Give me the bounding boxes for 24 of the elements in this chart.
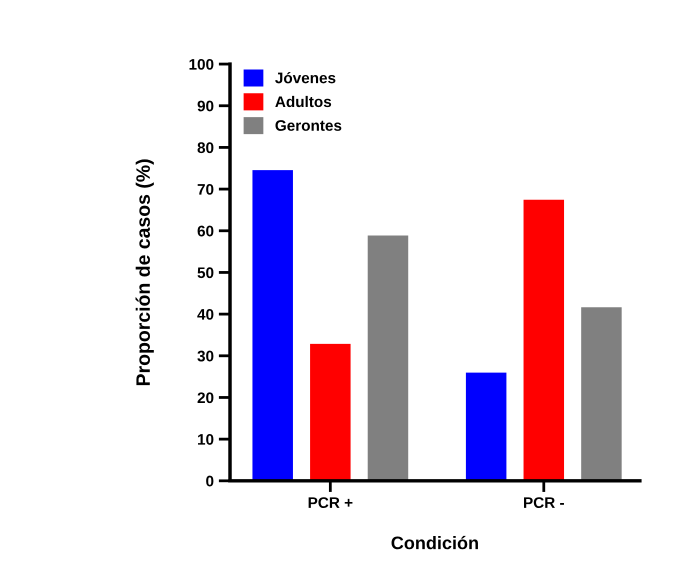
bar [524, 200, 564, 481]
legend-label: Jóvenes [275, 72, 336, 84]
y-tick-label: 30 [197, 350, 214, 362]
y-tick-label: 70 [198, 184, 214, 195]
x-tick-label: PCR + [308, 497, 352, 508]
y-tick-label: 40 [197, 308, 214, 320]
bar [310, 344, 351, 481]
y-tick-label: 0 [206, 476, 214, 486]
bar [252, 170, 293, 481]
y-tick-label: 10 [198, 434, 214, 445]
x-axis-title: Condición [392, 536, 478, 550]
legend-label: Adultos [275, 96, 332, 108]
y-tick-label: 20 [198, 392, 214, 404]
y-axis-title: Proporción de casos (%) [136, 159, 154, 386]
legend-label: Gerontes [276, 120, 342, 131]
y-tick-label: 80 [198, 142, 214, 154]
x-tick-label: PCR - [524, 497, 564, 508]
y-tick-label: 100 [190, 58, 214, 70]
y-tick-label: 50 [198, 267, 214, 278]
bar [581, 307, 622, 481]
bar [368, 236, 408, 481]
y-tick-label: 60 [198, 226, 214, 236]
y-tick-label: 90 [198, 100, 214, 112]
bar [466, 372, 506, 481]
